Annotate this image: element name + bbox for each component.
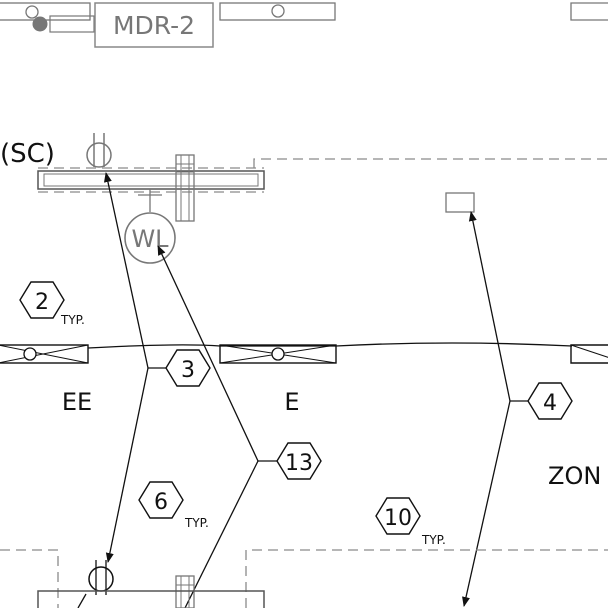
- typ-label-6: TYP.: [184, 516, 209, 530]
- small-box-icon: [445, 192, 475, 213]
- bottom-junction-icon: [175, 575, 195, 608]
- tag-3: 3: [165, 349, 211, 387]
- junction-icon: [175, 154, 195, 222]
- typ-label-2: TYP.: [60, 313, 85, 327]
- svg-text:13: 13: [285, 451, 313, 476]
- svg-text:3: 3: [181, 358, 195, 383]
- top-fixture-left: [0, 2, 95, 33]
- zone-label-zon: ZON: [548, 462, 601, 490]
- tag-4: 4: [527, 382, 573, 420]
- light-fixture-row-center: [219, 344, 337, 364]
- mdr-label-box: MDR-2: [94, 2, 214, 48]
- light-fixture-row-left: [0, 344, 89, 364]
- bottom-dashed-outline: [0, 549, 608, 608]
- zone-label-ee: EE: [62, 388, 92, 416]
- top-fixture-right: [570, 2, 608, 21]
- typ-label-10: TYP.: [421, 533, 446, 547]
- receptacle-icon: [86, 133, 112, 168]
- tag-13: 13: [276, 442, 322, 480]
- bottom-fixture-icon: [37, 590, 265, 608]
- svg-text:4: 4: [543, 391, 557, 416]
- svg-text:6: 6: [154, 490, 168, 515]
- wall-light-icon: WL: [124, 212, 176, 264]
- ceiling-curve: [87, 342, 573, 349]
- svg-text:2: 2: [35, 290, 49, 315]
- sc-label: (SC): [0, 139, 55, 169]
- mdr-label: MDR-2: [113, 11, 195, 40]
- light-fixture-row-right: [570, 344, 608, 364]
- svg-text:10: 10: [384, 506, 412, 531]
- bottom-receptacle-icon: [88, 560, 114, 595]
- top-fixture-center: [219, 2, 336, 21]
- tag-2: 2: [19, 281, 65, 319]
- wl-label: WL: [131, 225, 169, 253]
- tag-10: 10: [375, 497, 421, 535]
- tag-6: 6: [138, 481, 184, 519]
- light-fixture-icon: [37, 158, 608, 193]
- zone-label-e: E: [284, 388, 299, 416]
- leader-arrow-icon: [77, 172, 528, 608]
